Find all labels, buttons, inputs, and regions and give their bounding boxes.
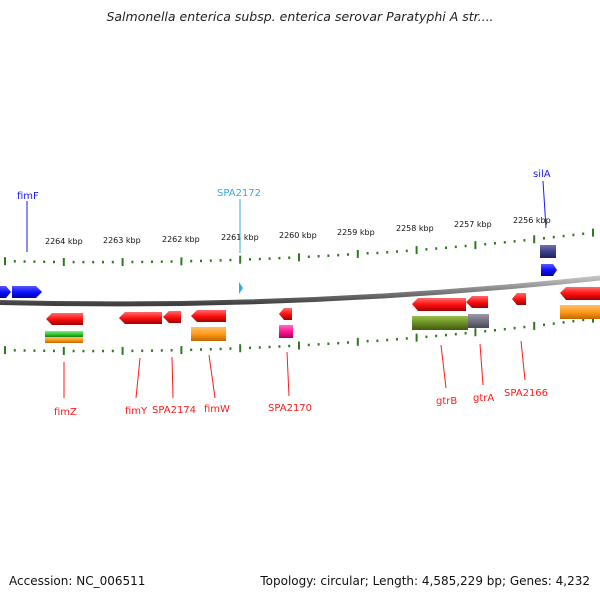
gene-label-silA[interactable]: silA (533, 169, 551, 180)
scale-label: 2259 kbp (337, 228, 375, 237)
gene-label-fimZ[interactable]: fimZ (54, 407, 77, 418)
gene-label-fimW[interactable]: fimW (204, 404, 230, 415)
genome-summary-text: Topology: circular; Length: 4,585,229 bp… (260, 574, 590, 588)
cog-bar (45, 337, 83, 343)
gene-label-fimY[interactable]: fimY (125, 406, 148, 417)
gene-label-SPA2174[interactable]: SPA2174 (152, 405, 196, 416)
accession-text: Accession: NC_006511 (9, 574, 146, 588)
map-title: Salmonella enterica subsp. enterica sero… (106, 9, 494, 24)
cog-bar (191, 327, 226, 341)
gene-label-gtrB[interactable]: gtrB (436, 396, 457, 407)
cog-bar (468, 314, 489, 328)
scale-label: 2256 kbp (513, 216, 551, 225)
gene-forward-SPA2172[interactable] (239, 282, 243, 294)
label-leaders (26, 180, 547, 399)
cog-bar (279, 325, 293, 338)
scale-label: 2264 kbp (45, 237, 83, 246)
scale-label: 2262 kbp (162, 235, 200, 244)
cog-bar (412, 316, 468, 330)
gene-reverse-fimY[interactable] (119, 312, 162, 324)
gene-reverse-gtrA[interactable] (466, 296, 488, 308)
scale-label: 2257 kbp (454, 220, 492, 229)
gene-label-SPA2172[interactable]: SPA2172 (217, 188, 261, 199)
gene-forward-silA[interactable] (540, 245, 556, 258)
gene-labels: fimF SPA2172 silA fimZ fimY SPA2174 fimW… (17, 169, 551, 418)
forward-strand-features (0, 245, 557, 298)
gene-reverse-SPA2170[interactable] (279, 308, 292, 320)
gene-reverse-block[interactable] (560, 287, 600, 300)
gene-reverse-gtrB[interactable] (412, 298, 466, 311)
cog-bar (560, 305, 600, 319)
gene-label-fimF[interactable]: fimF (17, 191, 39, 202)
cog-bar (45, 331, 83, 337)
reverse-strand-features (45, 287, 600, 343)
scale-label: 2258 kbp (396, 224, 434, 233)
outer-tick-ruler (4, 228, 594, 267)
gene-forward-block[interactable] (541, 264, 557, 276)
gene-label-SPA2170[interactable]: SPA2170 (268, 403, 312, 414)
scale-label: 2260 kbp (279, 231, 317, 240)
genome-backbone (0, 275, 600, 307)
gene-label-SPA2166[interactable]: SPA2166 (504, 388, 548, 399)
gene-label-gtrA[interactable]: gtrA (473, 393, 494, 404)
gene-forward-fimF[interactable] (12, 286, 42, 298)
inner-tick-ruler (4, 314, 594, 355)
gene-reverse-SPA2174[interactable] (163, 311, 181, 323)
gene-reverse-fimZ[interactable] (46, 313, 83, 325)
scale-label: 2263 kbp (103, 236, 141, 245)
gene-reverse-fimW[interactable] (191, 310, 226, 322)
gene-forward-block[interactable] (0, 286, 11, 298)
gene-reverse-SPA2166[interactable] (512, 293, 526, 305)
